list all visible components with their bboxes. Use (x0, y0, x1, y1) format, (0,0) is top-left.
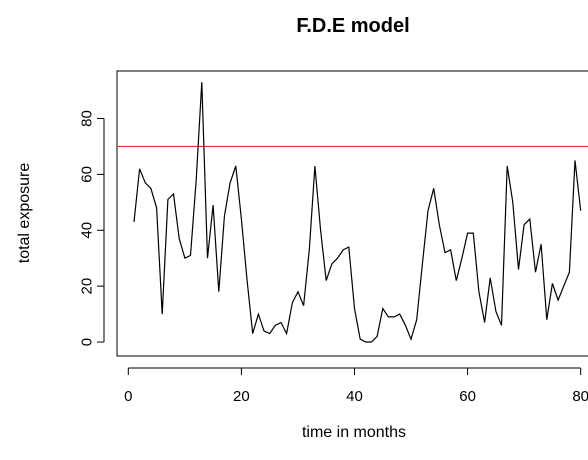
y-tick-label: 80 (79, 110, 96, 127)
x-tick-label: 40 (346, 388, 363, 405)
chart-title: F.D.E model (296, 15, 409, 37)
y-axis: 0 20 40 60 80 (79, 110, 105, 346)
x-tick-label: 80 (572, 388, 588, 405)
y-tick-label: 40 (79, 222, 96, 239)
y-tick-label: 20 (79, 278, 96, 295)
series-line (133, 82, 582, 343)
x-axis: 0 20 40 60 80 (124, 367, 588, 405)
x-tick-label: 0 (124, 388, 132, 405)
y-tick-label: 60 (79, 166, 96, 183)
y-tick-label: 0 (79, 338, 96, 346)
x-tick-label: 60 (459, 388, 476, 405)
x-axis-label: time in months (302, 424, 406, 441)
x-tick-label: 20 (233, 388, 250, 405)
y-axis-label: total exposure (16, 163, 33, 264)
plot-area-border (116, 70, 588, 357)
